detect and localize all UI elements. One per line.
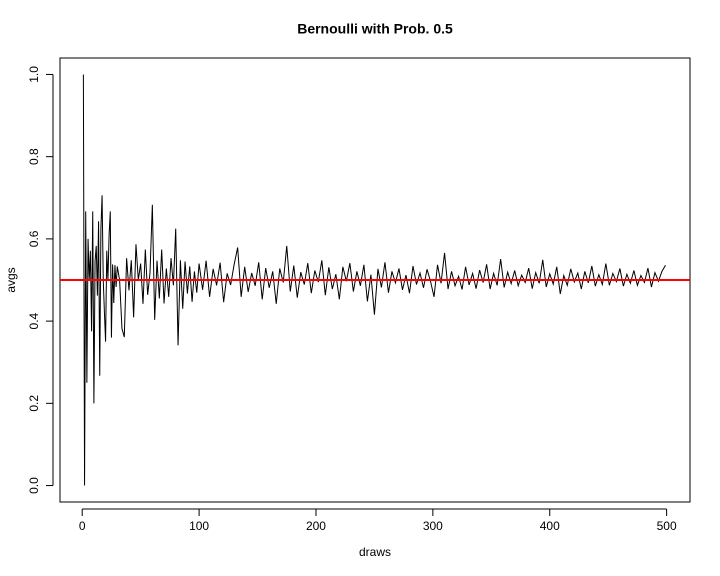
y-tick-label: 0.6 bbox=[27, 230, 41, 247]
y-tick-label: 0.2 bbox=[27, 395, 41, 412]
y-tick-label: 1.0 bbox=[27, 66, 41, 83]
x-axis-label: draws bbox=[359, 545, 391, 559]
y-axis-label: avgs bbox=[4, 267, 18, 292]
x-tick-label: 300 bbox=[423, 519, 443, 533]
x-tick-label: 0 bbox=[79, 519, 86, 533]
x-tick-label: 500 bbox=[657, 519, 677, 533]
y-tick-label: 0.0 bbox=[27, 477, 41, 494]
data-line bbox=[82, 74, 666, 486]
x-tick-label: 100 bbox=[189, 519, 209, 533]
x-tick-label: 400 bbox=[540, 519, 560, 533]
x-tick-label: 200 bbox=[306, 519, 326, 533]
y-tick-label: 0.4 bbox=[27, 312, 41, 329]
y-tick-label: 0.8 bbox=[27, 148, 41, 165]
chart-title: Bernoulli with Prob. 0.5 bbox=[297, 21, 453, 37]
